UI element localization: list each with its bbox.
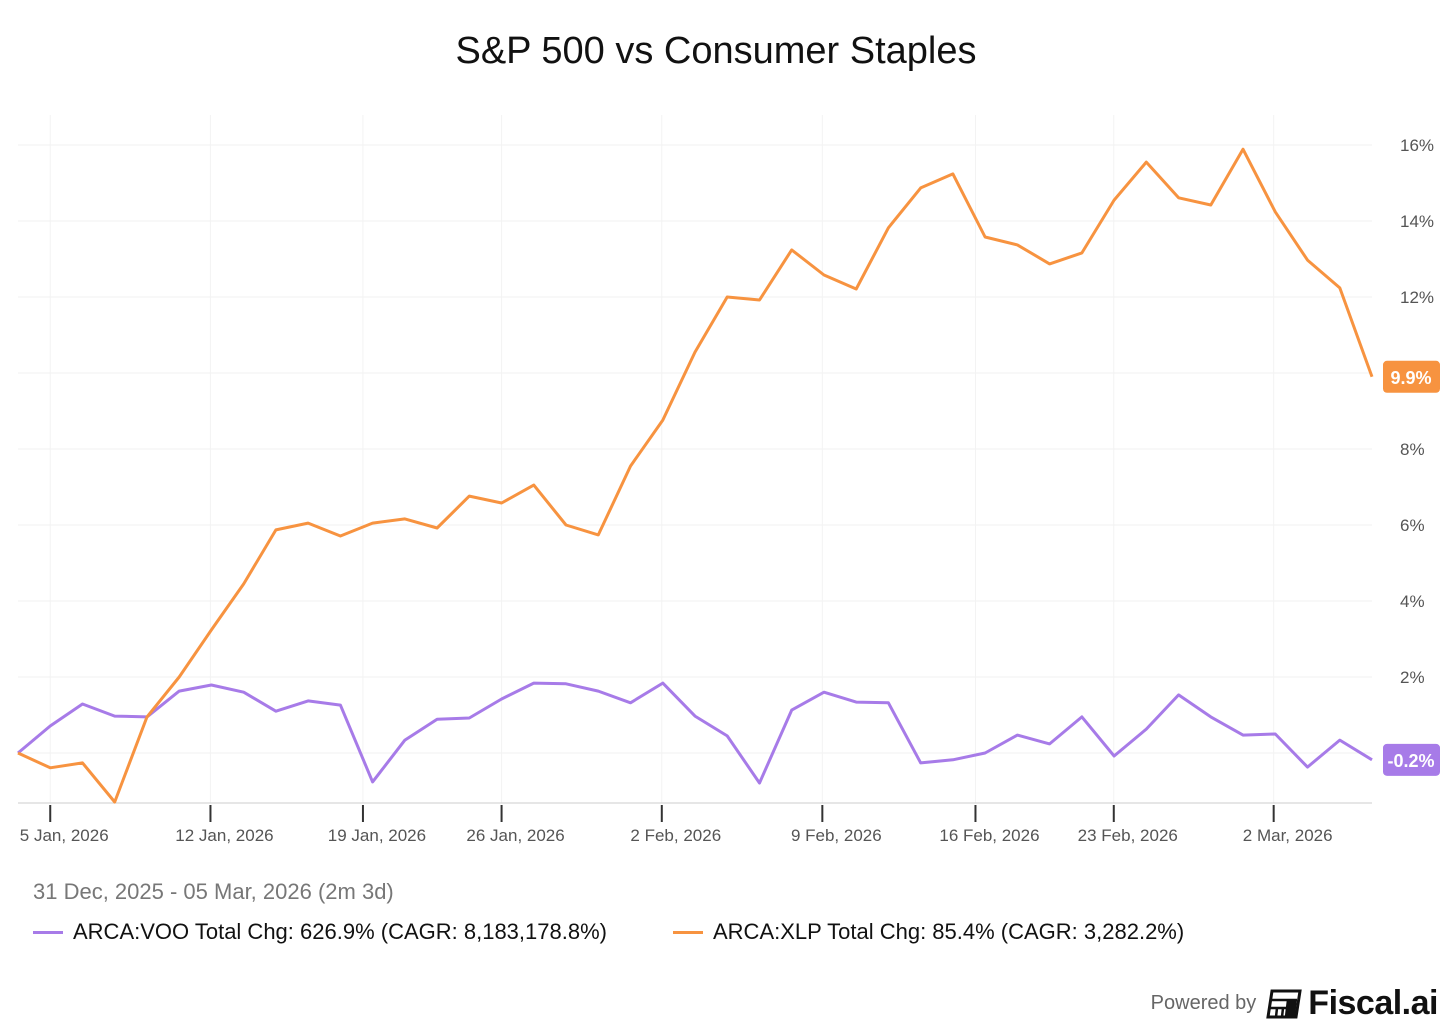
legend-item-xlp[interactable]: ARCA:XLP Total Chg: 85.4% (CAGR: 3,282.2… (673, 919, 1184, 945)
x-tick-label: 2 Feb, 2026 (630, 826, 721, 845)
x-tick-label: 23 Feb, 2026 (1078, 826, 1178, 845)
x-tick-label: 2 Mar, 2026 (1243, 826, 1333, 845)
powered-by-text: Powered by (1150, 992, 1257, 1014)
footer-branding: Powered by Fiscal.ai (1150, 984, 1439, 1023)
y-tick-label: 16% (1400, 136, 1434, 155)
end-value-badge-bg (1383, 743, 1440, 776)
legend-label-xlp: ARCA:XLP Total Chg: 85.4% (CAGR: 3,282.2… (713, 919, 1185, 944)
legend-swatch-voo (33, 930, 63, 934)
end-value-badge-bg (1383, 360, 1440, 393)
y-tick-label: 6% (1400, 516, 1425, 535)
end-value-label: -0.2% (1387, 751, 1434, 771)
y-tick-label: 12% (1400, 288, 1434, 307)
x-tick-label: 12 Jan, 2026 (175, 826, 273, 845)
chart-title: S&P 500 vs Consumer Staples (455, 30, 977, 72)
series-line-xlp (17, 147, 1374, 804)
x-tick-label: 26 Jan, 2026 (466, 826, 564, 845)
fiscal-logo-icon (1266, 989, 1303, 1018)
y-tick-label: 2% (1400, 668, 1425, 687)
y-tick-label: 14% (1400, 212, 1434, 231)
legend-swatch-xlp (673, 930, 703, 934)
date-range: 31 Dec, 2025 - 05 Mar, 2026 (2m 3d) (33, 879, 394, 904)
brand-name: Fiscal.ai (1308, 984, 1438, 1022)
legend-item-voo[interactable]: ARCA:VOO Total Chg: 626.9% (CAGR: 8,183,… (33, 919, 607, 945)
end-value-badge-xlp: 9.9% (1383, 360, 1440, 393)
end-value-badge-voo: -0.2% (1383, 743, 1440, 776)
end-value-label: 9.9% (1390, 368, 1431, 388)
y-tick-label: 8% (1400, 440, 1425, 459)
x-tick-label: 19 Jan, 2026 (328, 826, 426, 845)
y-tick-label: 4% (1400, 592, 1425, 611)
series-line-voo (17, 681, 1373, 785)
x-tick-label: 16 Feb, 2026 (939, 826, 1039, 845)
legend-label-voo: ARCA:VOO Total Chg: 626.9% (CAGR: 8,183,… (73, 919, 607, 944)
x-tick-label: 9 Feb, 2026 (791, 826, 882, 845)
x-tick-label: 5 Jan, 2026 (20, 826, 109, 845)
